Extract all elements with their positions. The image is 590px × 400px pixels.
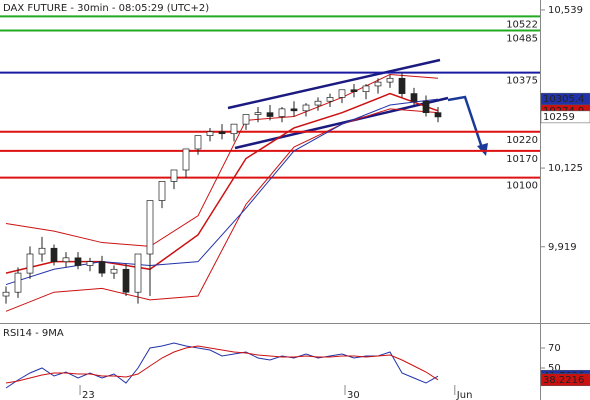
line xyxy=(5,342,439,389)
line xyxy=(5,108,439,312)
candle-body xyxy=(98,261,106,274)
candle-body xyxy=(86,261,94,266)
candle-body xyxy=(326,97,334,102)
value-box xyxy=(540,373,590,387)
candle-body xyxy=(290,108,298,112)
candle-body xyxy=(170,169,178,182)
value-label: 10305.4 xyxy=(543,94,584,105)
candle-body xyxy=(146,200,154,255)
candle-body xyxy=(206,131,214,136)
y-tick-label: 50 xyxy=(548,363,561,374)
value-label: 10259 xyxy=(543,112,575,123)
candle-body xyxy=(422,100,430,114)
candle-body xyxy=(26,253,34,274)
candle-body xyxy=(362,85,370,93)
candle-body xyxy=(242,114,250,125)
candle-body xyxy=(266,112,274,117)
candle-body xyxy=(122,268,130,293)
candle-body xyxy=(218,131,226,135)
x-tick-label: Jun xyxy=(456,390,473,400)
level-label: 10485 xyxy=(506,34,538,45)
candle-body xyxy=(2,291,10,297)
y-tick-label: 10,125 xyxy=(548,163,583,174)
candle-body xyxy=(62,257,70,262)
candle-body xyxy=(386,77,394,83)
level-label: 10100 xyxy=(506,181,538,192)
candle-body xyxy=(74,257,82,266)
candle-body xyxy=(134,253,142,293)
candle-body xyxy=(50,247,58,262)
candle-body xyxy=(194,135,202,150)
arrow-head xyxy=(477,143,488,156)
level-label: 10375 xyxy=(506,76,538,87)
candle-body xyxy=(230,123,238,135)
level-label: 10522 xyxy=(506,19,538,30)
candle-body xyxy=(182,148,190,171)
candle-body xyxy=(350,89,358,93)
y-tick-label: 9,919 xyxy=(548,242,577,253)
channel-line xyxy=(234,96,449,150)
candle-body xyxy=(302,104,310,112)
candle-body xyxy=(374,81,382,87)
channel-line xyxy=(227,58,441,110)
x-tick-label: 23 xyxy=(82,390,95,400)
level-label: 10220 xyxy=(506,135,538,146)
chart-title: DAX FUTURE - 30min - 08:05:29 (UTC+2) xyxy=(3,3,209,14)
candle-body xyxy=(338,89,346,98)
candle-body xyxy=(14,272,22,293)
candle-body xyxy=(158,181,166,201)
y-tick-label: 70 xyxy=(548,343,561,354)
x-tick-label: 30 xyxy=(347,390,360,400)
candle-body xyxy=(410,93,418,102)
y-tick-label: 10,539 xyxy=(548,5,583,16)
candle-body xyxy=(278,108,286,117)
candle-body xyxy=(110,268,118,274)
candle-body xyxy=(314,100,322,106)
candle-body xyxy=(398,77,406,94)
panel-title: RSI14 - 9MA xyxy=(3,328,64,339)
candle-body xyxy=(254,112,262,115)
line xyxy=(5,345,439,384)
value-box xyxy=(540,110,590,124)
level-label: 10170 xyxy=(506,154,538,165)
candle-body xyxy=(38,247,46,255)
candle-body xyxy=(434,112,442,118)
value-label: 38.2216 xyxy=(543,375,584,386)
